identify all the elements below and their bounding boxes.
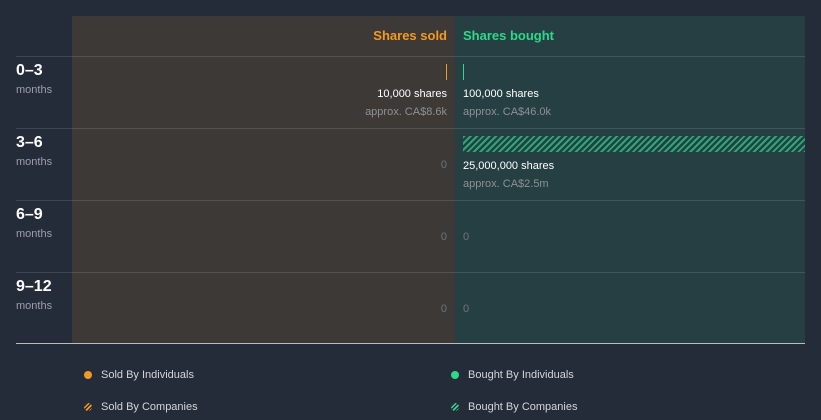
sold-value-0-3: 10,000 shares approx. CA$8.6k (365, 87, 447, 119)
legend-label: Sold By Individuals (101, 369, 194, 381)
row-range: 0–3 (16, 62, 43, 79)
row-unit: months (16, 156, 53, 168)
row-label-3-6: 3–6 months (16, 134, 52, 168)
bought-value-0-3: 100,000 shares approx. CA$46.0k (463, 87, 551, 119)
row-divider (16, 200, 805, 201)
row-divider (16, 272, 805, 273)
sold-approx: approx. CA$8.6k (365, 106, 447, 118)
shares-bought-column (455, 16, 805, 343)
row-range: 9–12 (16, 278, 52, 295)
bought-approx: approx. CA$2.5m (463, 178, 549, 190)
bar-bought-companies-3-6 (463, 136, 805, 152)
orange-dot-icon (84, 371, 92, 379)
legend-sold-companies[interactable]: Sold By Companies (84, 401, 198, 413)
row-label-0-3: 0–3 months (16, 62, 52, 96)
bought-shares: 100,000 shares (463, 88, 539, 100)
shares-sold-header: Shares sold (373, 28, 447, 43)
green-hatch-icon (451, 403, 459, 411)
row-label-9-12: 9–12 months (16, 278, 52, 312)
row-label-6-9: 6–9 months (16, 206, 52, 240)
bar-sold-individuals-0-3 (446, 64, 447, 80)
bought-approx: approx. CA$46.0k (463, 106, 552, 118)
green-dot-icon (451, 371, 459, 379)
row-unit: months (16, 228, 53, 240)
legend-label: Bought By Companies (468, 401, 578, 413)
row-divider (16, 56, 805, 57)
legend-sold-individuals[interactable]: Sold By Individuals (84, 369, 194, 381)
shares-sold-column (72, 16, 455, 343)
legend-bought-individuals[interactable]: Bought By Individuals (451, 369, 574, 381)
bought-shares: 25,000,000 shares (463, 160, 555, 172)
legend-label: Sold By Companies (101, 401, 198, 413)
legend-label: Bought By Individuals (468, 369, 574, 381)
chart-baseline (16, 343, 805, 344)
bar-bought-individuals-0-3 (463, 64, 464, 80)
row-unit: months (16, 300, 53, 312)
row-divider (16, 128, 805, 129)
sold-shares: 10,000 shares (377, 88, 447, 100)
bought-value-6-9: 0 (463, 231, 470, 243)
bought-value-3-6: 25,000,000 shares approx. CA$2.5m (463, 159, 554, 191)
legend-bought-companies[interactable]: Bought By Companies (451, 401, 577, 413)
sold-value-6-9: 0 (440, 231, 447, 243)
sold-value-9-12: 0 (440, 303, 447, 315)
row-range: 6–9 (16, 206, 43, 223)
bought-value-9-12: 0 (463, 303, 470, 315)
orange-hatch-icon (84, 403, 92, 411)
sold-value-3-6: 0 (440, 159, 447, 171)
shares-bought-header: Shares bought (463, 28, 555, 43)
row-range: 3–6 (16, 134, 43, 151)
row-unit: months (16, 84, 53, 96)
